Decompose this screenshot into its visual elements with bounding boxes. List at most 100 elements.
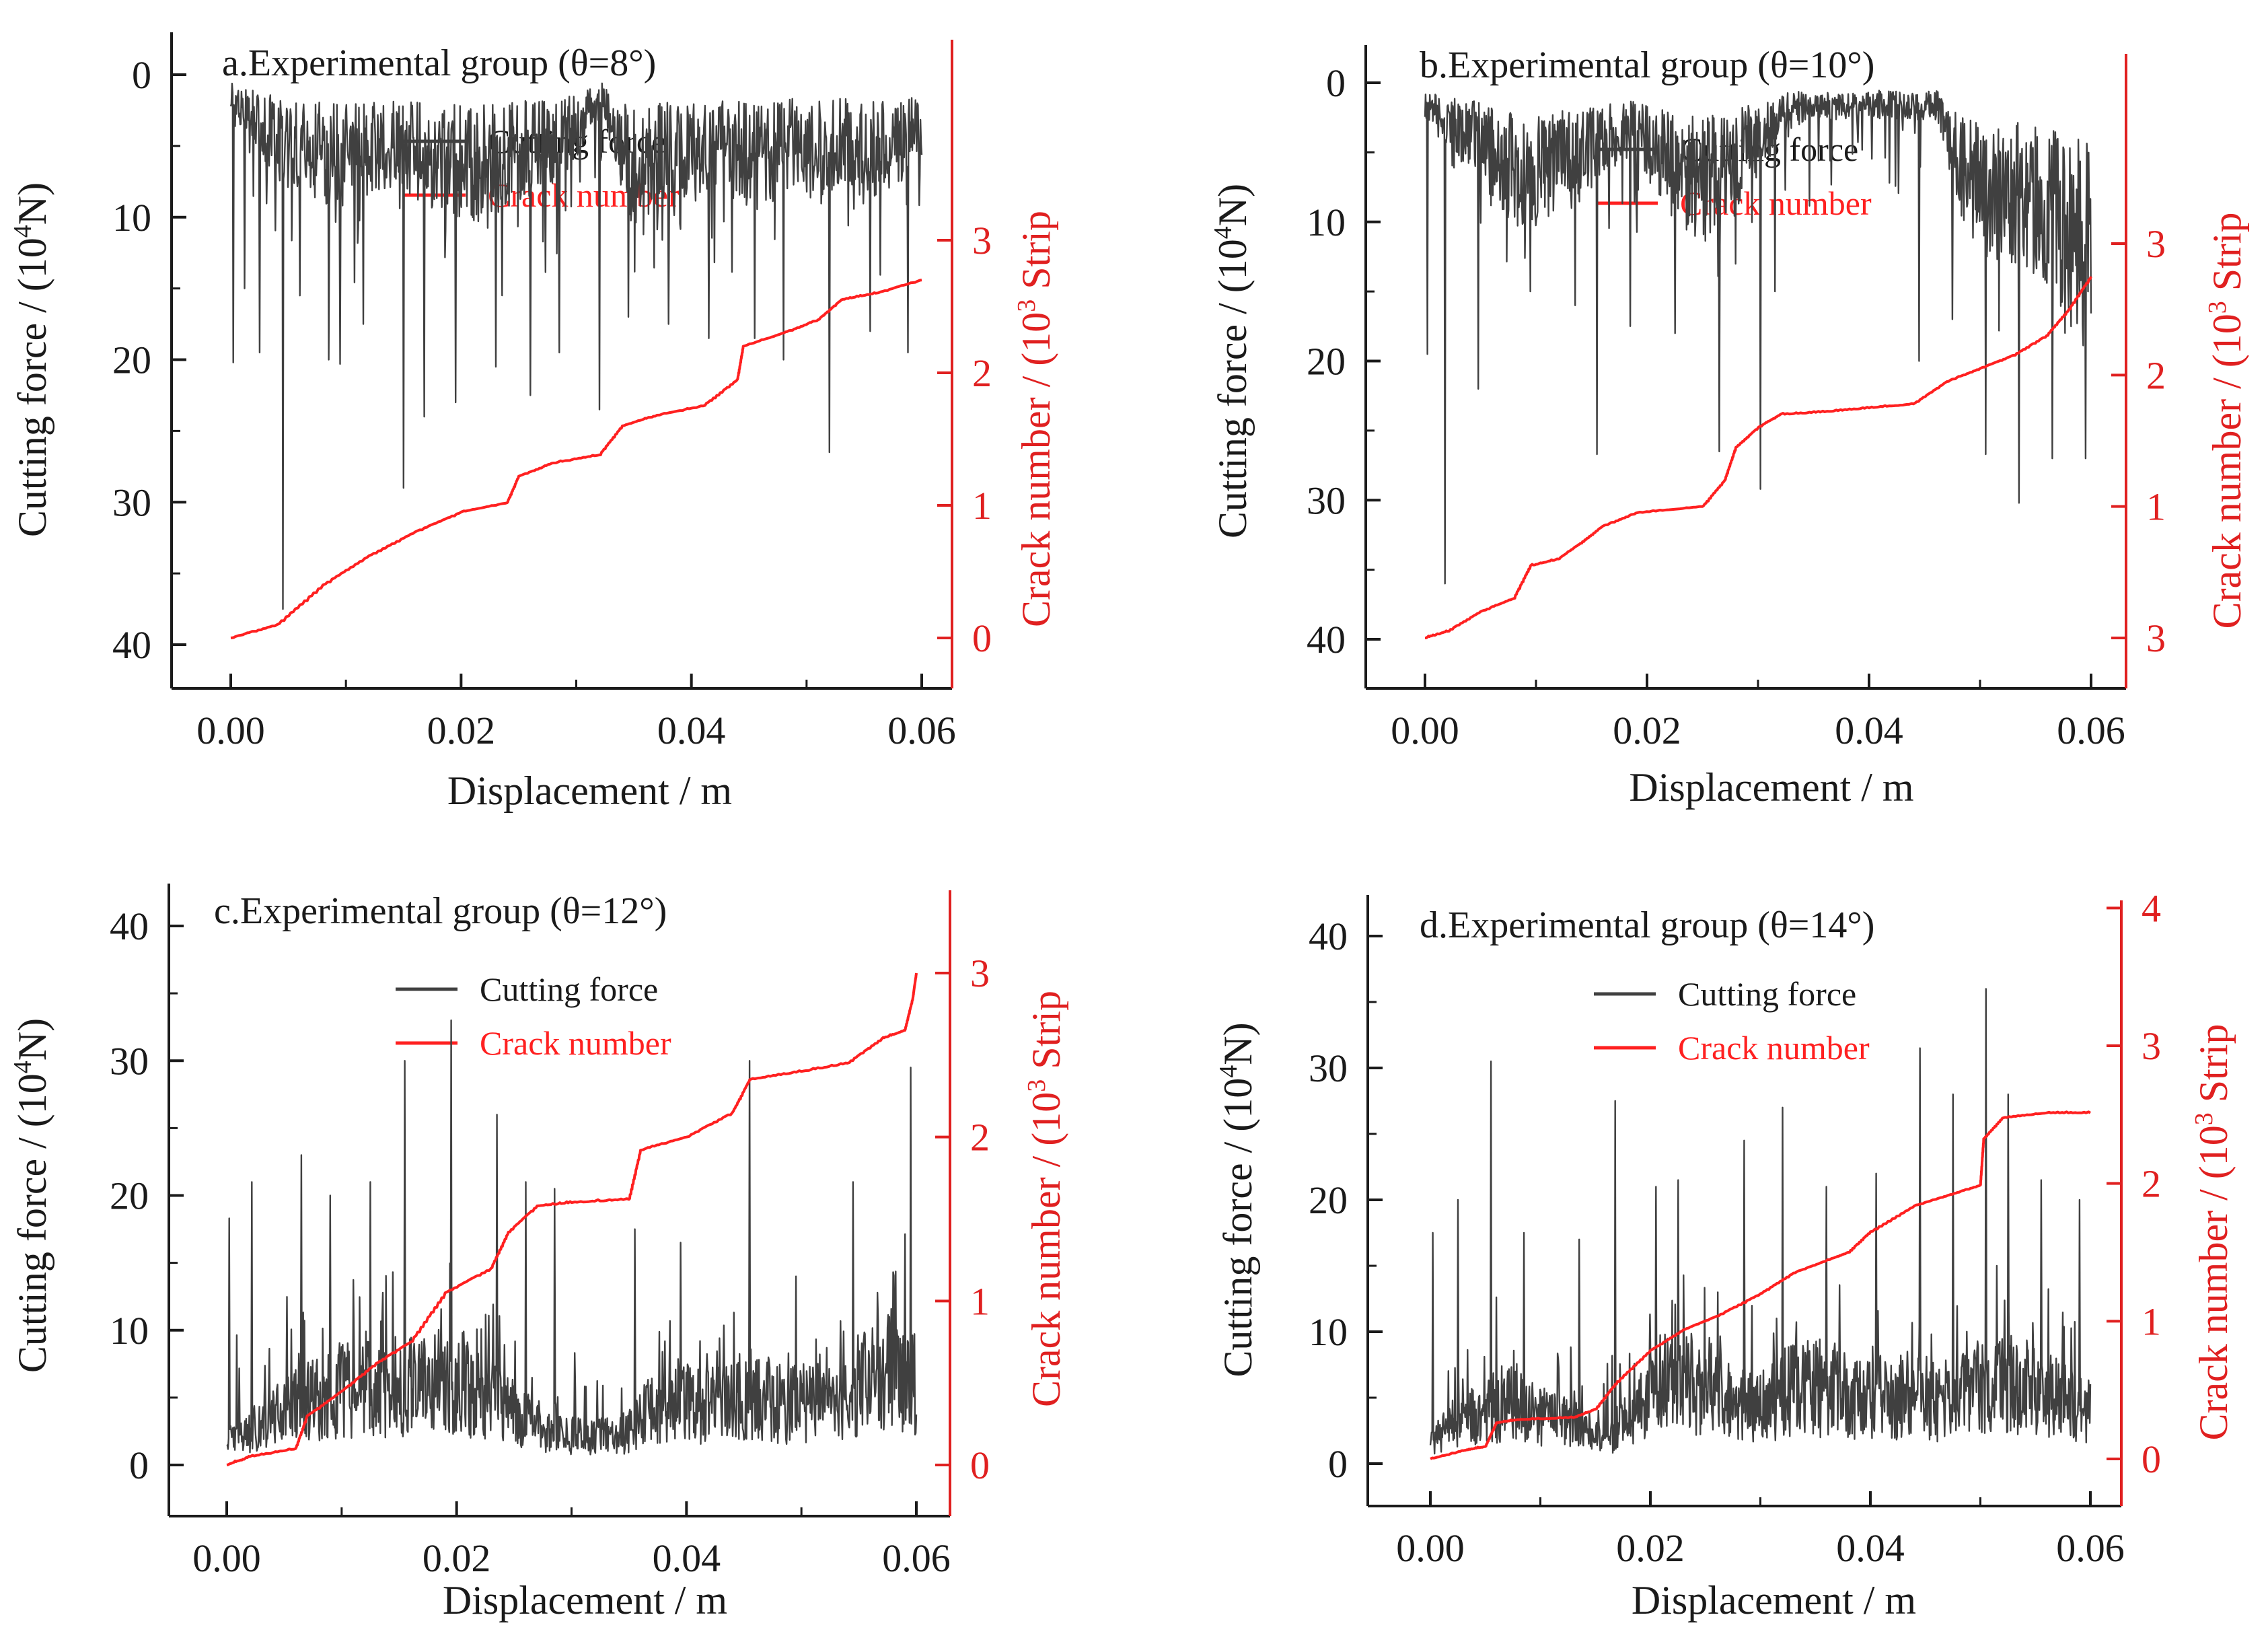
chart-title: a.Experimental group (θ=8°) <box>222 42 656 84</box>
x-axis-label: Displacement / m <box>1632 1578 1916 1622</box>
y2-tick-label: 2 <box>2146 353 2166 397</box>
y-tick-label: 40 <box>112 623 151 667</box>
y2-tick-label: 3 <box>2146 222 2166 266</box>
y-axis-label-sup: 4 <box>9 1061 37 1073</box>
chart-panel-d: 0 10 20 30 40 0.00 0.02 0.04 0.06 0 1 2 3 4 d.Experime… <box>1214 886 2236 1622</box>
x-tick-label: 0.00 <box>196 709 265 752</box>
y2-tick-label: 4 <box>2142 886 2161 930</box>
x-axis-label: Displacement / m <box>447 768 732 813</box>
y-axis-label-sup: 4 <box>9 225 37 238</box>
y2-axis-label-sup: 3 <box>1013 299 1041 312</box>
y2-tick-label: 1 <box>2146 485 2166 529</box>
y-axis-label-sup: 4 <box>1209 226 1237 239</box>
y2-tick-label: 0 <box>970 1443 990 1487</box>
y2-tick-label: 1 <box>970 1279 990 1323</box>
x-tick-label: 0.02 <box>1613 709 1681 752</box>
y-axis-label-main: Cutting force / (10 <box>1210 239 1255 538</box>
y2-tick-label: 3 <box>2146 616 2166 660</box>
y-tick-label: 10 <box>1309 1310 1348 1354</box>
y-tick-label: 20 <box>1307 340 1346 384</box>
x-tick-label: 0.06 <box>882 1536 951 1580</box>
y-tick-label: 10 <box>110 1309 149 1353</box>
y-axis-label: Cutting force / (104N) <box>1209 184 1255 538</box>
y2-axis-label-main: Crack number / (10 <box>1014 312 1058 627</box>
x-tick-label: 0.00 <box>1391 709 1459 752</box>
y-axis-label-tail: N) <box>10 182 54 225</box>
x-tick-label: 0.04 <box>657 709 726 752</box>
y-axis-label-tail: N) <box>1216 1022 1260 1065</box>
y2-tick-label: 1 <box>2142 1299 2161 1343</box>
y2-tick-label: 2 <box>972 351 992 395</box>
y2-axis-label-sup: 3 <box>2190 1112 2218 1125</box>
x-tick-label: 0.04 <box>1836 1526 1905 1570</box>
y2-axis-label-tail: Strip <box>2191 1024 2236 1113</box>
y2-tick-label: 3 <box>2142 1024 2161 1068</box>
series-crack-number <box>1430 1110 2091 1460</box>
y2-tick-label: 2 <box>970 1116 990 1159</box>
y2-tick-label: 0 <box>972 616 992 660</box>
x-tick-label: 0.04 <box>653 1536 721 1580</box>
series-crack-number <box>230 279 922 639</box>
series-cutting-force <box>1429 988 2092 1455</box>
y-axis-label-main: Cutting force / (10 <box>10 238 54 537</box>
x-axis-label: Displacement / m <box>443 1578 727 1622</box>
y2-axis-label-tail: Strip <box>1014 211 1058 299</box>
y-tick-label: 10 <box>1307 201 1346 244</box>
y-tick-label: 20 <box>1309 1178 1348 1222</box>
y2-tick-label: 0 <box>2142 1437 2161 1481</box>
y-tick-label: 0 <box>1326 61 1346 105</box>
chart-panel-a: 0 10 20 30 40 0.00 0.02 0.04 0.06 0 1 2 3 a.Experimen… <box>9 32 1058 813</box>
y-axis-label: Cutting force / (104N) <box>9 1018 54 1373</box>
y-axis-label: Cutting force / (104N) <box>1214 1022 1260 1377</box>
y-tick-label: 30 <box>110 1039 149 1083</box>
y-axis-label-sup: 4 <box>1214 1065 1243 1078</box>
x-tick-label: 0.02 <box>1616 1526 1685 1570</box>
y2-axis-label: Crack number / (103 Strip <box>1023 991 1068 1407</box>
series-cutting-force <box>229 82 923 610</box>
y2-axis-label-sup: 3 <box>1023 1079 1051 1092</box>
y-tick-label: 30 <box>1309 1046 1348 1090</box>
y-tick-label: 40 <box>1307 618 1346 661</box>
y-tick-label: 20 <box>112 338 151 382</box>
x-tick-label: 0.06 <box>887 709 956 752</box>
chart-title: c.Experimental group (θ=12°) <box>214 890 667 932</box>
y-axis-label-main: Cutting force / (10 <box>10 1073 54 1373</box>
series-cutting-force <box>226 1019 918 1456</box>
y2-tick-label: 3 <box>970 952 990 995</box>
series-crack-number <box>1424 276 2092 639</box>
y2-tick-label: 2 <box>2142 1162 2161 1206</box>
y2-axis-label-tail: Strip <box>1024 991 1068 1079</box>
y2-axis-label: Crack number / (103 Strip <box>1013 211 1058 627</box>
chart-title: b.Experimental group (θ=10°) <box>1420 44 1874 86</box>
y2-axis-label-main: Crack number / (10 <box>1024 1092 1068 1407</box>
x-tick-label: 0.02 <box>427 709 496 752</box>
y-axis-label: Cutting force / (104N) <box>9 182 54 537</box>
y2-axis-label-main: Crack number / (10 <box>2205 314 2249 629</box>
y-tick-label: 10 <box>112 196 151 240</box>
y-tick-label: 0 <box>1328 1442 1348 1486</box>
x-tick-label: 0.06 <box>2056 1526 2125 1570</box>
legend-force-label: Cutting force <box>1678 975 1856 1013</box>
y-tick-label: 0 <box>132 53 151 97</box>
legend-crack-label: Crack number <box>480 1024 671 1062</box>
y-tick-label: 40 <box>1309 915 1348 958</box>
y2-axis-label: Crack number / (103 Strip <box>2190 1024 2236 1441</box>
x-tick-label: 0.06 <box>2057 709 2125 752</box>
x-axis-label: Displacement / m <box>1629 765 1913 810</box>
y-tick-label: 20 <box>110 1174 149 1218</box>
series-crack-number <box>226 972 918 1466</box>
y2-axis-label-main: Crack number / (10 <box>2191 1125 2236 1440</box>
y-axis-label-tail: N) <box>10 1018 54 1061</box>
x-tick-label: 0.04 <box>1835 709 1903 752</box>
x-tick-label: 0.02 <box>423 1536 491 1580</box>
legend-crack-label: Crack number <box>1678 1029 1870 1067</box>
y-tick-label: 30 <box>112 480 151 524</box>
chart-title: d.Experimental group (θ=14°) <box>1420 904 1874 946</box>
y2-tick-label: 1 <box>972 484 992 528</box>
chart-panel-b: 0 10 20 30 40 0.00 0.02 0.04 0.06 3 1 2 3 b.Experimen… <box>1209 44 2249 810</box>
x-tick-label: 0.00 <box>192 1536 261 1580</box>
y2-tick-label: 3 <box>972 219 992 262</box>
y-axis-label-tail: N) <box>1210 184 1255 226</box>
y-tick-label: 0 <box>129 1443 149 1487</box>
